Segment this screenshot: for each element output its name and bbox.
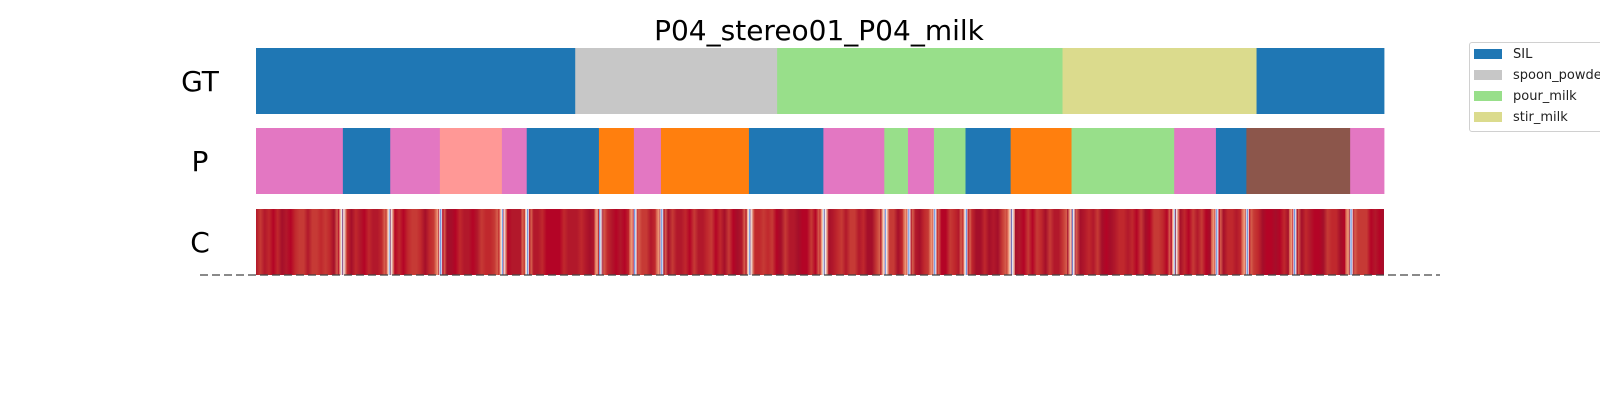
segment-p-7: [633, 128, 662, 194]
segment-p-0: [256, 128, 344, 194]
segment-p-2: [390, 128, 441, 194]
segment-p-9: [748, 128, 824, 194]
segment-p-14: [965, 128, 1012, 194]
legend-item-pour-milk: pour_milk: [1474, 86, 1577, 106]
segment-p-6: [598, 128, 635, 194]
segment-gt-3: [1062, 48, 1257, 114]
legend: SIL spoon_powder pour_milk stir_milk: [1469, 42, 1600, 132]
legend-label-sil: SIL: [1513, 46, 1533, 62]
segment-p-17: [1174, 128, 1217, 194]
row-gt: GT: [181, 48, 1385, 114]
legend-item-stir-milk: stir_milk: [1474, 107, 1568, 127]
segment-p-18: [1215, 128, 1247, 194]
segment-p-12: [907, 128, 935, 194]
segment-rows: GT P C: [181, 48, 1385, 275]
segment-p-19: [1246, 128, 1351, 194]
segment-p-4: [501, 128, 528, 194]
segment-gt-4: [1256, 48, 1385, 114]
segment-p-3: [439, 128, 503, 194]
row-label-gt: GT: [181, 65, 220, 98]
segment-p-16: [1071, 128, 1175, 194]
legend-label-spoon-powder: spoon_powder: [1513, 67, 1600, 83]
row-label-p: P: [192, 145, 209, 178]
segment-p-11: [884, 128, 909, 194]
segment-p-10: [823, 128, 885, 194]
segment-gt-1: [575, 48, 778, 114]
segment-p-15: [1010, 128, 1072, 194]
row-c: C: [190, 209, 1384, 275]
legend-swatch-sil: [1474, 49, 1502, 59]
legend-item-sil: SIL: [1474, 44, 1532, 64]
chart-title: P04_stereo01_P04_milk: [654, 14, 985, 47]
legend-label-stir-milk: stir_milk: [1513, 109, 1568, 125]
segment-p-5: [526, 128, 600, 194]
segment-p-20: [1350, 128, 1385, 194]
segment-p-13: [933, 128, 966, 194]
row-label-c: C: [190, 226, 210, 259]
legend-swatch-spoon-powder: [1474, 70, 1502, 80]
legend-item-spoon-powder: spoon_powder: [1474, 65, 1600, 85]
segment-p-8: [660, 128, 750, 194]
legend-swatch-stir-milk: [1474, 112, 1502, 122]
segment-p-1: [342, 128, 391, 194]
legend-label-pour-milk: pour_milk: [1513, 88, 1577, 104]
segment-gt-0: [256, 48, 576, 114]
confidence-heatmap: [256, 209, 1384, 275]
legend-swatch-pour-milk: [1474, 91, 1502, 101]
segment-gt-2: [777, 48, 1063, 114]
row-p: P: [192, 128, 1385, 194]
